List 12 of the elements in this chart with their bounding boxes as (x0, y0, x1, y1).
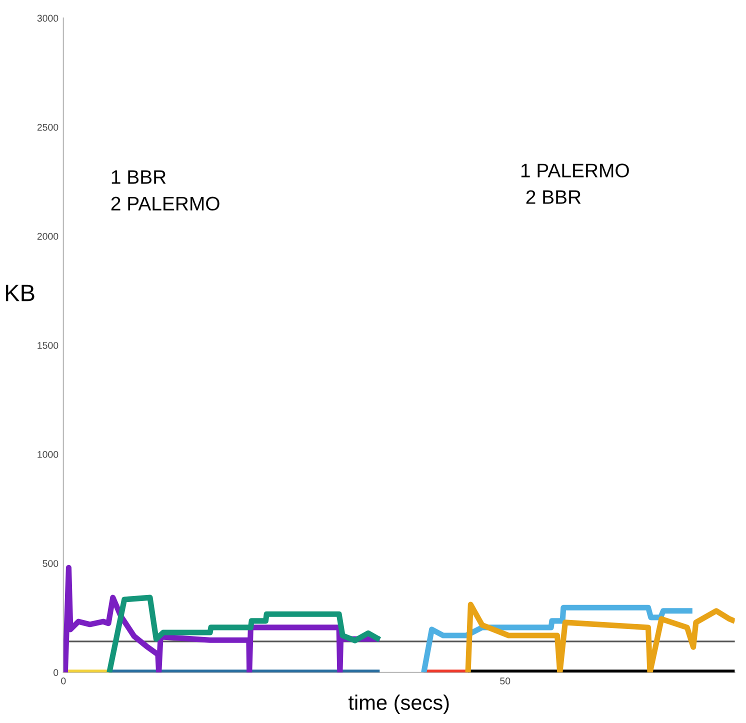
x-tick-label: 50 (500, 678, 510, 684)
y-tick-label: 1500 (38, 342, 58, 349)
annotation: 1 PALERMO 2 BBR (521, 164, 629, 204)
annotation: 1 BBR 2 PALERMO (111, 170, 220, 211)
x-axis-title: time (secs) (348, 694, 449, 714)
y-tick-label: 0 (54, 669, 58, 676)
y-tick-label: 2000 (37, 232, 58, 240)
y-axis-title: KB (6, 284, 34, 302)
y-tick-label: 3000 (37, 14, 58, 22)
y-tick-label: 1000 (38, 451, 58, 458)
y-tick-label: 2500 (37, 124, 58, 131)
y-tick-label: 500 (42, 560, 58, 567)
